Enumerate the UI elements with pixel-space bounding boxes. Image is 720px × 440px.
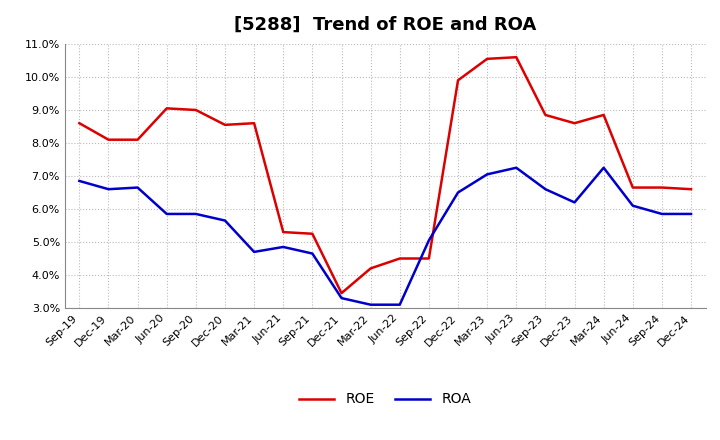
ROE [570, 121, 579, 126]
ROE [220, 122, 229, 128]
ROE [425, 256, 433, 261]
ROA [104, 187, 113, 192]
ROA [308, 251, 317, 256]
ROA [75, 178, 84, 183]
Line: ROE: ROE [79, 57, 691, 293]
ROA [133, 185, 142, 190]
ROE [629, 185, 637, 190]
ROA [512, 165, 521, 170]
ROA [454, 190, 462, 195]
ROE [75, 121, 84, 126]
ROE [133, 137, 142, 142]
ROA [425, 238, 433, 243]
ROE [657, 185, 666, 190]
ROE [541, 112, 550, 117]
ROE [163, 106, 171, 111]
ROE [512, 55, 521, 60]
ROA [541, 187, 550, 192]
ROA [483, 172, 492, 177]
ROE [599, 112, 608, 117]
ROA [250, 249, 258, 254]
ROA [279, 244, 287, 249]
ROA [657, 211, 666, 216]
ROA [395, 302, 404, 307]
ROA [366, 302, 375, 307]
ROE [366, 266, 375, 271]
ROA [220, 218, 229, 223]
ROA [192, 211, 200, 216]
ROE [454, 77, 462, 83]
ROE [395, 256, 404, 261]
Title: [5288]  Trend of ROE and ROA: [5288] Trend of ROE and ROA [234, 16, 536, 34]
ROE [337, 290, 346, 296]
ROE [279, 230, 287, 235]
Legend: ROE, ROA: ROE, ROA [294, 387, 477, 412]
ROE [483, 56, 492, 62]
ROE [308, 231, 317, 236]
ROA [337, 296, 346, 301]
ROA [629, 203, 637, 209]
ROA [687, 211, 696, 216]
Line: ROA: ROA [79, 168, 691, 304]
ROE [192, 107, 200, 113]
ROE [104, 137, 113, 142]
ROE [687, 187, 696, 192]
ROA [570, 200, 579, 205]
ROA [599, 165, 608, 170]
ROA [163, 211, 171, 216]
ROE [250, 121, 258, 126]
